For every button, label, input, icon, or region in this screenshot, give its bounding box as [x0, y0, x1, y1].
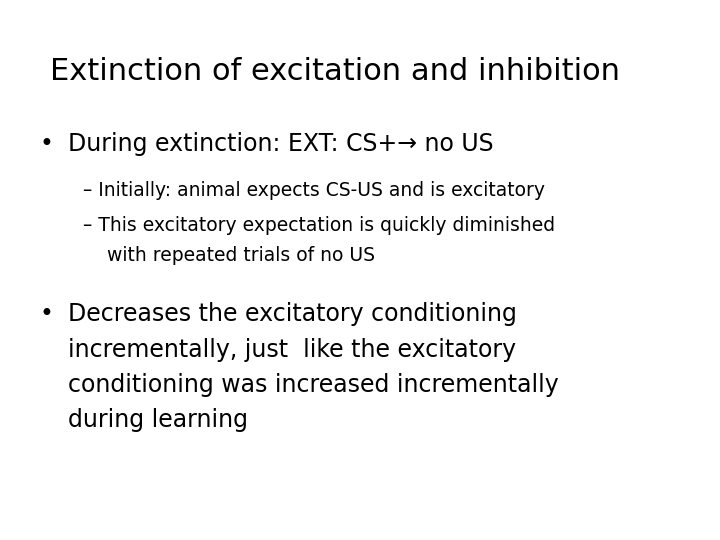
Text: •: •: [40, 302, 53, 326]
Text: During extinction: EXT: CS+→ no US: During extinction: EXT: CS+→ no US: [68, 132, 494, 156]
Text: Extinction of excitation and inhibition: Extinction of excitation and inhibition: [50, 57, 621, 86]
Text: – Initially: animal expects CS-US and is excitatory: – Initially: animal expects CS-US and is…: [83, 181, 545, 200]
Text: conditioning was increased incrementally: conditioning was increased incrementally: [68, 373, 559, 396]
Text: – This excitatory expectation is quickly diminished: – This excitatory expectation is quickly…: [83, 216, 555, 235]
Text: •: •: [40, 132, 53, 156]
Text: incrementally, just  like the excitatory: incrementally, just like the excitatory: [68, 338, 516, 361]
Text: Decreases the excitatory conditioning: Decreases the excitatory conditioning: [68, 302, 517, 326]
Text: with repeated trials of no US: with repeated trials of no US: [107, 246, 374, 265]
Text: during learning: during learning: [68, 408, 248, 431]
